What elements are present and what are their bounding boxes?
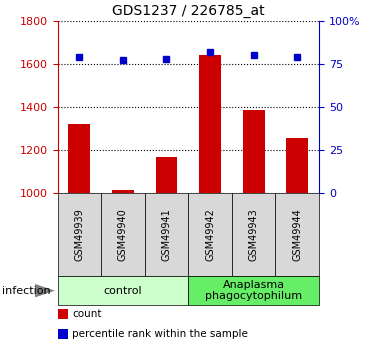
Text: GSM49939: GSM49939 (74, 208, 84, 261)
Text: GSM49940: GSM49940 (118, 208, 128, 261)
Text: percentile rank within the sample: percentile rank within the sample (72, 329, 248, 339)
Text: GSM49943: GSM49943 (249, 208, 259, 261)
Bar (275, 193, 319, 276)
Bar (286, 138, 308, 193)
Bar (155, 157, 177, 193)
Bar (199, 55, 221, 193)
Text: control: control (104, 286, 142, 296)
Text: count: count (72, 309, 102, 319)
Bar (58, 309, 68, 319)
Polygon shape (35, 284, 55, 297)
Bar (188, 276, 319, 305)
Bar (188, 193, 232, 276)
Bar (112, 190, 134, 193)
Bar (68, 124, 90, 193)
Bar (232, 193, 276, 276)
Bar (243, 110, 265, 193)
Bar (58, 276, 188, 305)
Bar (58, 193, 101, 276)
Bar (145, 193, 188, 276)
Text: infection: infection (2, 286, 50, 296)
Text: GSM49942: GSM49942 (205, 208, 215, 261)
Text: GSM49941: GSM49941 (161, 208, 171, 261)
Bar (101, 193, 145, 276)
Bar (58, 329, 68, 339)
Text: GSM49944: GSM49944 (292, 208, 302, 261)
Title: GDS1237 / 226785_at: GDS1237 / 226785_at (112, 4, 265, 18)
Text: Anaplasma
phagocytophilum: Anaplasma phagocytophilum (205, 280, 302, 302)
